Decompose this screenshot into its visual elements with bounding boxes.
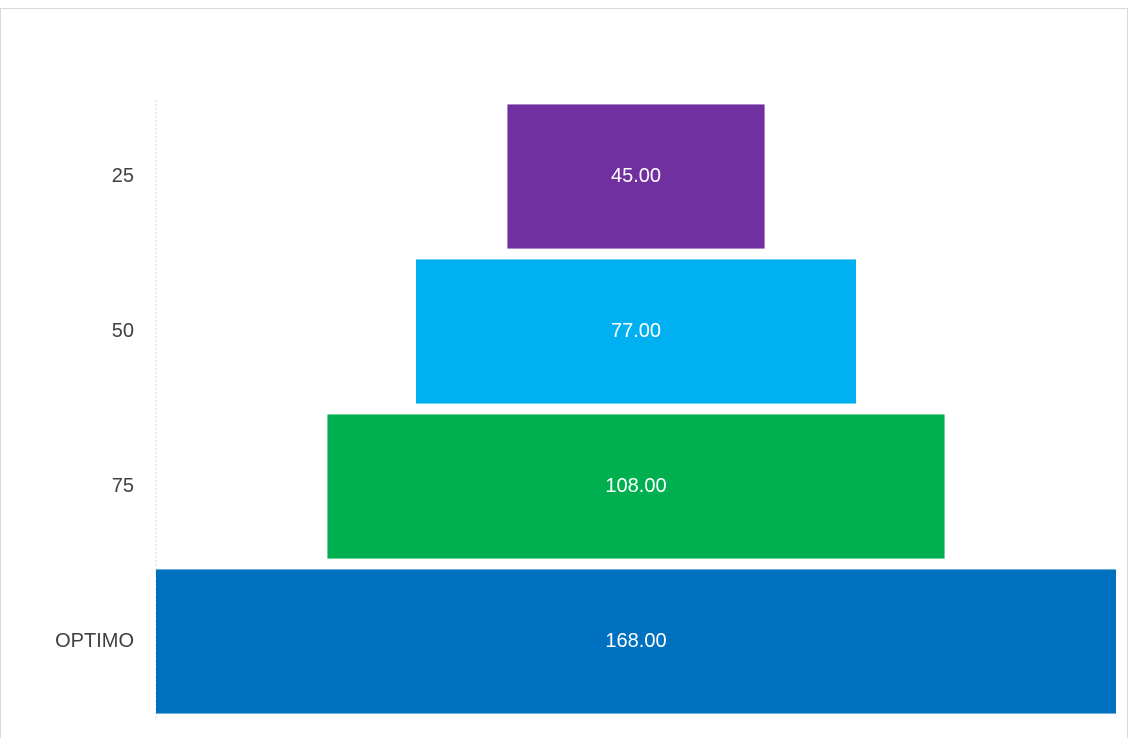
funnel-bar: [327, 414, 945, 559]
funnel-bar: [507, 104, 765, 249]
category-label: 50: [112, 320, 134, 342]
funnel-bar: [416, 259, 856, 404]
data-label: 45.00: [611, 165, 661, 187]
data-label: 168.00: [605, 630, 666, 652]
funnel-bar: [156, 569, 1116, 714]
category-label: 25: [112, 165, 134, 187]
data-label: 77.00: [611, 320, 661, 342]
data-label: 108.00: [605, 475, 666, 497]
category-label: 75: [112, 475, 134, 497]
category-label: OPTIMO: [55, 630, 134, 652]
